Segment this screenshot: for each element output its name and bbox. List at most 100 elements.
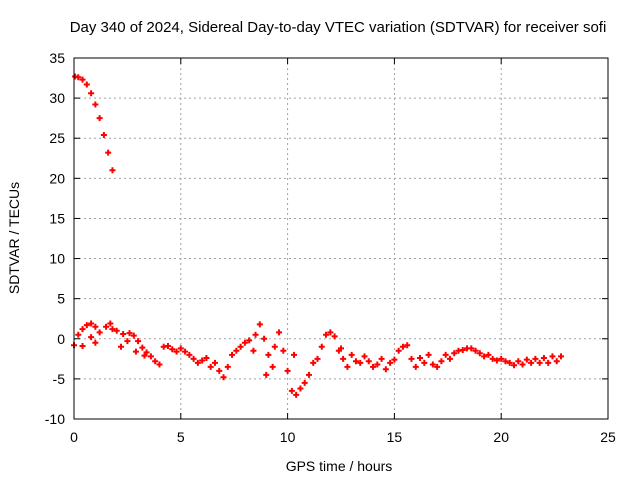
x-tick-label: 0 — [70, 429, 78, 445]
data-points — [71, 73, 565, 398]
data-point — [536, 359, 543, 366]
data-point — [88, 90, 95, 97]
data-point — [263, 371, 270, 378]
data-point — [540, 355, 547, 362]
axis-ticks: 0 5 10 15 20 25 -10 -5 0 5 10 15 20 25 30 35 — [45, 50, 616, 445]
data-point — [271, 343, 278, 350]
data-point — [291, 351, 298, 358]
data-point — [558, 353, 565, 360]
data-point — [459, 347, 466, 354]
y-tick-label: 15 — [49, 210, 65, 226]
data-point — [220, 374, 227, 381]
data-point — [417, 355, 424, 362]
data-point — [132, 348, 139, 355]
data-point — [305, 371, 312, 378]
data-point — [297, 385, 304, 392]
data-point — [425, 351, 432, 358]
data-point — [553, 358, 560, 365]
data-point — [288, 387, 295, 394]
data-point — [252, 331, 259, 338]
data-point — [502, 358, 509, 365]
data-point — [545, 359, 552, 366]
data-point — [169, 346, 176, 353]
data-point — [141, 352, 148, 359]
data-point — [96, 115, 103, 122]
y-tick-label: 25 — [49, 130, 65, 146]
x-tick-label: 5 — [177, 429, 185, 445]
data-point — [357, 359, 364, 366]
data-point — [374, 361, 381, 368]
data-point — [361, 353, 368, 360]
data-point — [344, 363, 351, 370]
data-point — [229, 351, 236, 358]
data-point — [79, 326, 86, 333]
data-point — [126, 330, 133, 337]
data-point — [246, 337, 253, 344]
data-point — [269, 363, 276, 370]
data-point — [429, 361, 436, 368]
data-point — [399, 343, 406, 350]
data-point — [442, 351, 449, 358]
data-point — [211, 359, 218, 366]
data-point — [113, 327, 120, 334]
data-point — [241, 339, 248, 346]
data-point — [323, 331, 330, 338]
data-point — [476, 350, 483, 357]
x-tick-label: 20 — [493, 429, 509, 445]
data-point — [280, 347, 287, 354]
data-point — [164, 342, 171, 349]
data-point — [107, 320, 114, 327]
data-point — [143, 349, 150, 356]
data-point — [182, 348, 189, 355]
data-point — [83, 322, 90, 329]
data-point — [498, 355, 505, 362]
data-point — [124, 338, 131, 345]
data-point — [250, 347, 257, 354]
data-point — [100, 132, 107, 139]
data-point — [468, 345, 475, 352]
data-point — [365, 358, 372, 365]
data-point — [92, 323, 99, 330]
data-point — [117, 343, 124, 350]
data-point — [314, 355, 321, 362]
data-point — [135, 338, 142, 345]
data-point — [120, 330, 127, 337]
data-point — [338, 345, 344, 352]
y-tick-label: -5 — [53, 371, 66, 387]
data-point — [481, 353, 488, 360]
data-point — [233, 347, 240, 354]
data-point — [207, 363, 214, 370]
data-point — [216, 367, 223, 374]
x-tick-label: 15 — [387, 429, 403, 445]
data-point — [472, 347, 479, 354]
y-tick-label: 10 — [49, 251, 65, 267]
data-point — [451, 350, 458, 357]
data-point — [256, 321, 263, 328]
data-point — [75, 331, 82, 338]
y-tick-label: 20 — [49, 170, 65, 186]
data-point — [88, 320, 95, 327]
chart-title: Day 340 of 2024, Sidereal Day-to-day VTE… — [70, 19, 607, 36]
data-point — [203, 355, 210, 362]
y-axis-label: SDTVAR / TECUs — [6, 182, 22, 294]
data-point — [327, 329, 334, 336]
data-point — [404, 342, 411, 349]
data-point — [395, 347, 402, 354]
data-point — [79, 76, 86, 83]
y-tick-label: -10 — [45, 411, 65, 427]
data-point — [412, 363, 419, 370]
data-point — [519, 361, 526, 368]
data-point — [92, 339, 99, 346]
data-point — [237, 343, 244, 350]
data-point — [105, 149, 112, 156]
data-point — [130, 332, 137, 339]
data-point — [421, 359, 428, 366]
data-point — [438, 358, 445, 365]
data-point — [92, 101, 99, 108]
data-point — [194, 359, 201, 366]
data-point — [96, 329, 103, 336]
data-point — [370, 363, 377, 370]
data-point — [293, 391, 300, 398]
data-point — [139, 344, 146, 351]
data-point — [446, 355, 453, 362]
